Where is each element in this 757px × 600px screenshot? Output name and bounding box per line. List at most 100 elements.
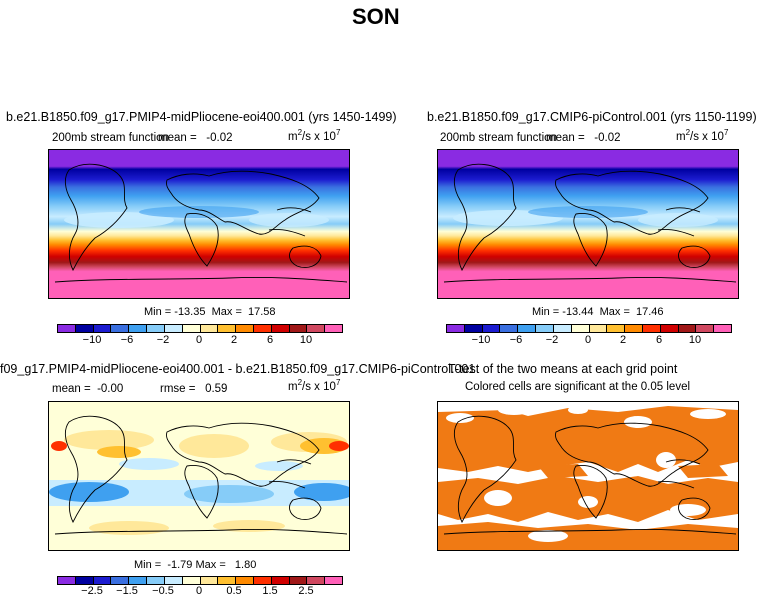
- panel3-tick: 0.5: [226, 585, 242, 597]
- panel3-colorbar-swatch: [93, 577, 112, 584]
- panel3-colorbar-swatch: [307, 577, 326, 584]
- panel1-tick: 10: [299, 334, 313, 346]
- panel2-colorbar-swatch: [536, 325, 554, 332]
- panel2-colorbar-swatch: [607, 325, 626, 332]
- panel1-colorbar-swatch: [164, 325, 183, 332]
- panel2-colorbar-swatch: [482, 325, 501, 332]
- panel1-colorbar-swatch: [75, 325, 94, 332]
- panel3-colorbar-swatch: [236, 577, 254, 584]
- panel2-colorbar-swatch: [625, 325, 643, 332]
- panel3-coastlines: [54, 415, 348, 535]
- panel3-tick: −2.5: [81, 585, 103, 597]
- panel1-tick: −6: [120, 334, 134, 346]
- panel3-colorbar-swatch: [182, 577, 201, 584]
- panel1-tick: 0: [195, 334, 203, 346]
- panel2-tick: −6: [509, 334, 523, 346]
- panel1-tick: 2: [230, 334, 238, 346]
- panel2-tick: 6: [655, 334, 663, 346]
- panel3-mean: mean = -0.00: [52, 383, 124, 395]
- panel3-colorbar-swatch: [325, 577, 342, 584]
- panel3-minmax: Min = -1.79 Max = 1.80: [134, 559, 257, 571]
- panel2-colorbar-swatch: [500, 325, 519, 332]
- panel2-tick: 10: [688, 334, 702, 346]
- panel1-colorbar-swatch: [289, 325, 308, 332]
- panel2-colorbar-swatch: [447, 325, 465, 332]
- panel1-colorbar-swatch: [129, 325, 148, 332]
- panel1-colorbar-swatch: [236, 325, 254, 332]
- panel2-colorbar-swatch: [714, 325, 731, 332]
- panel1-var-label: 200mb stream function: [52, 132, 169, 144]
- panel1-map: [48, 149, 350, 299]
- panel1-colorbar-swatch: [147, 325, 165, 332]
- panel4-subtitle: Colored cells are significant at the 0.0…: [465, 381, 691, 393]
- panel3-colorbar-swatch: [164, 577, 183, 584]
- panel1-colorbar-swatch: [218, 325, 237, 332]
- panel1-colorbar-swatch: [58, 325, 76, 332]
- page-title: SON: [352, 4, 400, 29]
- panel3-colorbar-swatch: [129, 577, 148, 584]
- panel2-tick: −2: [545, 334, 559, 346]
- panel2-mean-value: -0.02: [594, 132, 621, 144]
- panel3-colorbar-swatch: [253, 577, 272, 584]
- panel3-tick: 2.5: [298, 585, 314, 597]
- panel1-colorbar-swatch: [200, 325, 219, 332]
- panel3-colorbar-swatch: [200, 577, 219, 584]
- panel1-colorbar-swatch: [253, 325, 272, 332]
- panel1-colorbar-swatch: [93, 325, 112, 332]
- panel2-var-label: 200mb stream function: [440, 132, 557, 144]
- panel1-mean: mean = -0.02: [158, 132, 233, 144]
- panel1-colorbar: [57, 324, 343, 333]
- panel3-colorbar-swatch: [218, 577, 237, 584]
- panel4-map: [437, 401, 739, 551]
- panel3-colorbar-swatch: [147, 577, 165, 584]
- panel3-tick: 1.5: [262, 585, 278, 597]
- panel3-tick: −1.5: [116, 585, 138, 597]
- panel2-tick: 0: [584, 334, 592, 346]
- panel2-colorbar-swatch: [642, 325, 661, 332]
- panel2-colorbar-swatch: [660, 325, 679, 332]
- panel1-mean-label: mean =: [158, 132, 197, 144]
- panel2-colorbar: [446, 324, 732, 333]
- panel3-units: m2/s x 107: [288, 378, 341, 393]
- panel2-tick: −10: [471, 334, 491, 346]
- panel2-colorbar-swatch: [518, 325, 537, 332]
- panel3-map: [48, 401, 350, 551]
- panel1-tick: 6: [266, 334, 274, 346]
- panel3-tick: 0: [195, 585, 203, 597]
- panel2-colorbar-swatch: [553, 325, 572, 332]
- panel3-colorbar: [57, 576, 343, 585]
- panel1-tick: −2: [156, 334, 170, 346]
- panel3-colorbar-swatch: [111, 577, 130, 584]
- panel3-tick: −0.5: [152, 585, 174, 597]
- panel2-mean: mean = -0.02: [546, 132, 621, 144]
- panel2-tick: 2: [619, 334, 627, 346]
- panel2-colorbar-swatch: [589, 325, 608, 332]
- panel1-mean-value: -0.02: [206, 132, 233, 144]
- panel3-title: f09_g17.PMIP4-midPliocene-eoi400.001 - b…: [0, 362, 476, 376]
- panel2-coastlines: [443, 163, 737, 283]
- panel2-mean-label: mean =: [546, 132, 585, 144]
- panel1-title: b.e21.B1850.f09_g17.PMIP4-midPliocene-eo…: [6, 110, 397, 124]
- panel3-colorbar-swatch: [289, 577, 308, 584]
- panel1-colorbar-swatch: [182, 325, 201, 332]
- panel1-colorbar-swatch: [111, 325, 130, 332]
- panel1-minmax: Min = -13.35 Max = 17.58: [144, 306, 276, 318]
- panel3-colorbar-swatch: [271, 577, 290, 584]
- panel1-colorbar-swatch: [307, 325, 326, 332]
- panel3-rmse: rmse = 0.59: [160, 383, 228, 395]
- panel2-title: b.e21.B1850.f09_g17.CMIP6-piControl.001 …: [427, 110, 757, 124]
- panel3-colorbar-swatch: [75, 577, 94, 584]
- panel2-colorbar-swatch: [571, 325, 590, 332]
- panel2-units: m2/s x 107: [676, 128, 729, 143]
- panel2-colorbar-swatch: [696, 325, 715, 332]
- panel1-units: m2/s x 107: [288, 128, 341, 143]
- panel1-colorbar-swatch: [271, 325, 290, 332]
- panel2-minmax: Min = -13.44 Max = 17.46: [532, 306, 664, 318]
- panel2-colorbar-swatch: [678, 325, 697, 332]
- panel4-coastlines: [443, 415, 737, 535]
- panel1-colorbar-swatch: [325, 325, 342, 332]
- panel1-tick: −10: [82, 334, 102, 346]
- panel2-colorbar-swatch: [464, 325, 483, 332]
- panel2-map: [437, 149, 739, 299]
- panel1-coastlines: [54, 163, 348, 283]
